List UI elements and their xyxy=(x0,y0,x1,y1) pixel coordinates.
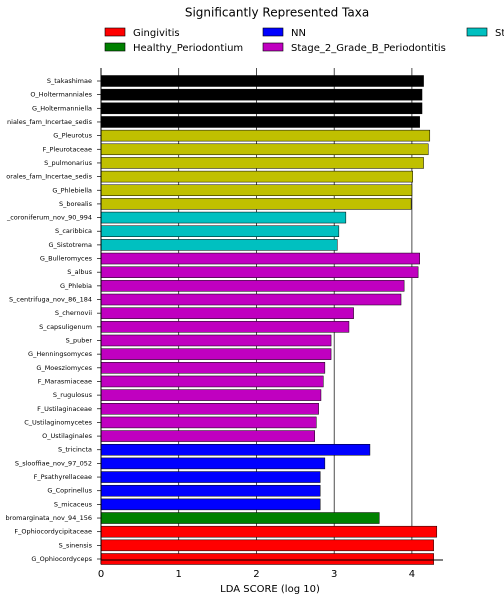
category-label: S_puber xyxy=(66,336,93,344)
category-label: S_rugulosus xyxy=(53,391,93,399)
bar xyxy=(100,225,340,237)
category-label: S_caribbica xyxy=(55,227,92,235)
category-label: F_Ophiocordycipitaceae xyxy=(14,528,92,536)
x-tick-label: 3 xyxy=(331,569,337,580)
bar xyxy=(100,553,434,565)
bar xyxy=(100,348,332,360)
bar xyxy=(100,443,371,456)
legend-swatch xyxy=(104,27,126,37)
category-label: G_Coprinellus xyxy=(47,487,92,495)
bar xyxy=(100,293,402,306)
x-tick-label: 4 xyxy=(409,569,415,580)
x-axis-label: LDA SCORE (log 10) xyxy=(220,584,320,595)
category-label: S_capsuligenum xyxy=(39,323,92,331)
legend-label: Healthy_Periodontium xyxy=(133,43,243,54)
category-label: S_slooffiae_nov_97_052 xyxy=(15,459,92,467)
legend-label: NN xyxy=(291,28,306,39)
category-label: S_pulmonarius xyxy=(44,159,92,167)
category-label: C_Ustilaginomycetes xyxy=(24,418,92,426)
category-label: S_tricincta xyxy=(58,446,92,454)
category-label: G_Phlebia xyxy=(60,282,92,290)
legend-swatch xyxy=(262,42,284,52)
bar xyxy=(100,416,317,429)
bar xyxy=(100,157,424,169)
bar xyxy=(100,75,424,87)
category-label: F_Psathyrellaceae xyxy=(34,473,92,481)
category-label: F_Pleurotaceae xyxy=(43,145,92,153)
bar xyxy=(100,403,319,415)
x-tick-label: 0 xyxy=(98,569,104,580)
bar xyxy=(100,280,405,292)
bar xyxy=(100,430,315,442)
category-label: G_Bulleromyces xyxy=(40,255,93,263)
category-label: G_Moesziomyces xyxy=(36,364,92,372)
legend-label: Gingivitis xyxy=(133,28,180,39)
category-label: S_albus xyxy=(67,268,92,276)
legend-swatch xyxy=(104,42,126,52)
bar xyxy=(100,307,354,319)
category-label: G_Henningsomyces xyxy=(28,350,93,358)
category-label: bromarginata_nov_94_156 xyxy=(6,514,92,522)
bar xyxy=(100,170,413,183)
category-label: F_Ustilaginaceae xyxy=(37,405,92,413)
bar xyxy=(100,512,380,524)
bar xyxy=(100,266,419,278)
legend-swatch xyxy=(466,27,488,37)
category-label: S_takashimae xyxy=(47,77,92,85)
bar xyxy=(100,129,431,142)
bar xyxy=(100,539,434,552)
legend-label: St xyxy=(495,28,504,39)
category-label: G_Pleurotus xyxy=(53,132,92,140)
category-label: G_Sistotrema xyxy=(48,241,92,249)
bar xyxy=(100,471,321,483)
bar xyxy=(100,102,423,115)
category-label: S_micaceus xyxy=(54,500,93,508)
bar xyxy=(100,334,332,347)
bar xyxy=(100,116,420,128)
category-label: G_Holtermanniella xyxy=(32,104,92,112)
category-label: S_chernovii xyxy=(55,309,92,317)
bar xyxy=(100,484,321,497)
bar xyxy=(100,457,326,470)
bar xyxy=(100,389,322,401)
bar xyxy=(100,184,413,197)
bar xyxy=(100,252,420,265)
category-label: S_sinensis xyxy=(59,541,93,549)
x-tick-label: 2 xyxy=(253,569,259,580)
category-label: F_Marasmiaceae xyxy=(38,377,92,385)
x-tick-label: 1 xyxy=(176,569,182,580)
bar xyxy=(100,321,350,333)
category-label: S_borealis xyxy=(59,200,93,208)
bar xyxy=(100,375,324,388)
category-label: S_centrifuga_nov_86_184 xyxy=(9,296,92,304)
bar xyxy=(100,143,429,156)
legend-label: Stage_2_Grade_B_Periodontitis xyxy=(291,43,446,54)
category-label: _coroniferum_nov_90_994 xyxy=(6,214,92,222)
chart-title: Significantly Represented Taxa xyxy=(185,6,369,20)
bar xyxy=(100,88,423,101)
bar xyxy=(100,198,412,210)
legend-swatch xyxy=(262,27,284,37)
category-label: niales_fam_Incertae_sedis xyxy=(7,118,93,126)
category-label: G_Phlebiella xyxy=(52,186,92,194)
bar xyxy=(100,211,347,224)
bar xyxy=(100,239,338,251)
bar xyxy=(100,525,438,538)
category-label: O_Holtermanniales xyxy=(30,91,92,99)
bar xyxy=(100,362,326,374)
category-label: O_Ustilaginales xyxy=(42,432,92,440)
category-label: G_Ophiocordyceps xyxy=(31,555,92,563)
bar xyxy=(100,498,321,511)
category-label: orales_fam_Incertae_sedis xyxy=(6,173,92,181)
